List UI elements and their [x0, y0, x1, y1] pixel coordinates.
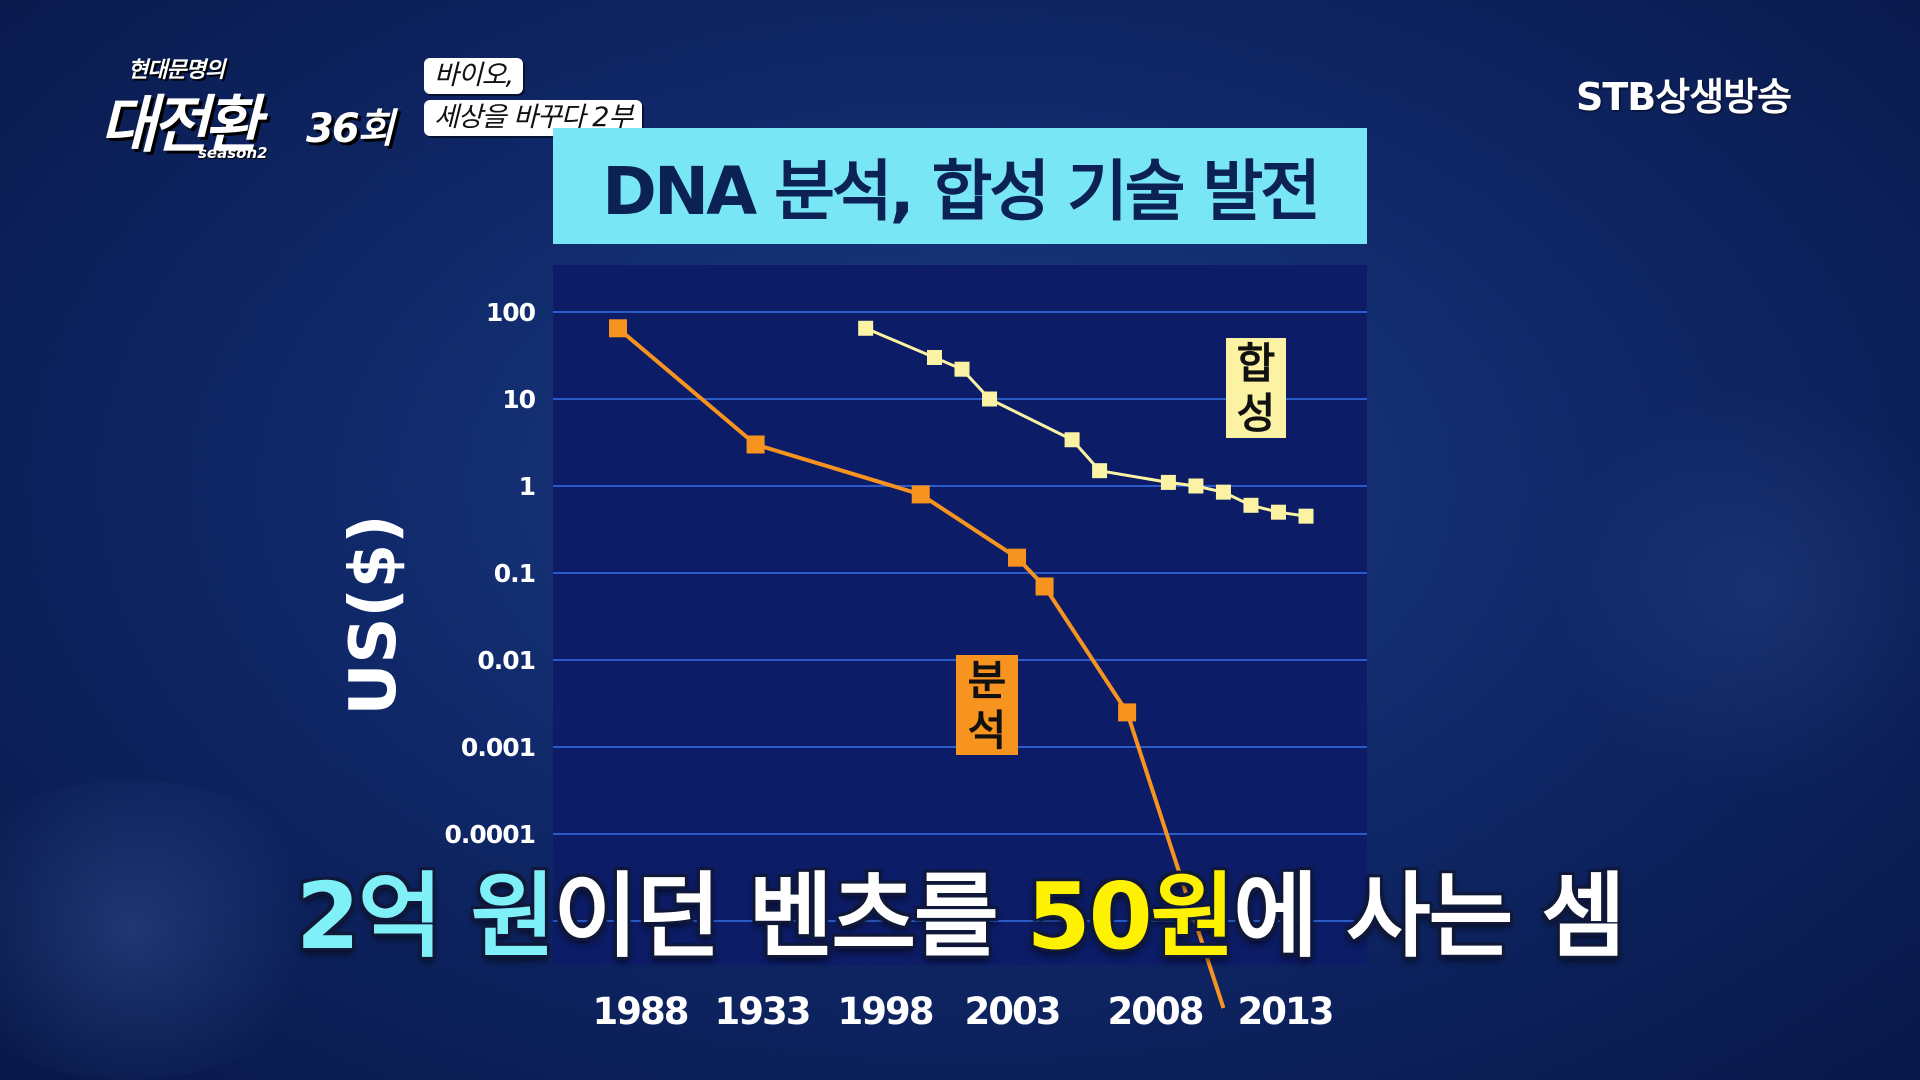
chart-title: DNA 분석, 합성 기술 발전 [553, 128, 1367, 244]
data-point [1092, 463, 1108, 479]
data-point [1160, 474, 1176, 490]
analysis-label: 분석 [956, 655, 1018, 755]
synthesis-label-box [1226, 338, 1286, 438]
x-tick-label: 1998 [838, 990, 933, 1033]
data-point [1243, 497, 1259, 513]
x-tick-label: 2013 [1238, 990, 1333, 1033]
data-point [1298, 508, 1314, 524]
logo-small-text: 현대문명의 [128, 58, 225, 83]
series-synthesis [858, 320, 1314, 524]
data-point [858, 320, 874, 336]
data-point [1188, 478, 1204, 494]
x-tick-label: 2008 [1108, 990, 1203, 1033]
episode-title-line2: 세상을 바꾸다 2부 [424, 100, 643, 136]
data-point [1064, 432, 1080, 448]
data-point [746, 435, 765, 454]
synthesis-label-char: 합 [1237, 339, 1276, 388]
data-point [609, 319, 627, 338]
y-axis-label: US($) [337, 514, 411, 715]
y-tick-label: 1 [519, 472, 535, 501]
x-tick-labels: 1988 1933 1998 2003 2008 2013 [593, 990, 1335, 1033]
synthesis-label-char: 성 [1237, 389, 1276, 438]
y-tick-label: 100 [486, 298, 536, 327]
x-tick-label: 1933 [715, 990, 810, 1033]
data-point [1008, 548, 1027, 567]
data-point [1270, 504, 1286, 520]
synthesis-label: 합성 [1226, 338, 1286, 438]
y-tick-label: 0.001 [461, 733, 535, 762]
y-tick-labels: 100 10 1 0.1 0.01 0.001 0.0001 [445, 298, 537, 849]
subtitle-part-1: 2억 원 [296, 863, 555, 970]
subtitle-caption: 2억 원이던 벤츠를 50원에 사는 셈 [0, 842, 1920, 975]
logo-episode: 36회 [306, 106, 394, 152]
y-tick-label: 10 [502, 385, 535, 414]
broadcaster-logo: STB상생방송 [1576, 75, 1792, 119]
subtitle-part-4: 에 사는 셈 [1233, 863, 1626, 970]
show-logo: 현대문명의 대전환 36회 season2 [96, 52, 426, 162]
episode-title-line1: 바이오, [424, 58, 524, 94]
logo-season: season2 [198, 144, 268, 162]
logo-title: 대전환 [100, 88, 261, 161]
data-point [1215, 484, 1231, 500]
series-layer [609, 319, 1314, 1009]
data-point [1118, 703, 1137, 722]
y-tick-label: 0.01 [477, 646, 535, 675]
analysis-label-box [956, 655, 1018, 755]
data-point [911, 485, 930, 504]
analysis-label-char: 분 [968, 656, 1007, 705]
x-tick-label: 2003 [965, 990, 1060, 1033]
y-tick-label: 0.0001 [445, 820, 535, 849]
subtitle-part-3: 50원 [1026, 863, 1236, 970]
subtitle-part-2: 이던 벤츠를 [553, 863, 1027, 970]
y-tick-label: 0.1 [494, 559, 535, 588]
x-tick-label: 1988 [593, 990, 688, 1033]
data-point [926, 349, 942, 365]
data-point [982, 391, 998, 407]
data-point [1035, 577, 1054, 596]
data-point [954, 361, 970, 377]
analysis-label-char: 석 [968, 706, 1007, 755]
series-analysis [609, 319, 1226, 1009]
